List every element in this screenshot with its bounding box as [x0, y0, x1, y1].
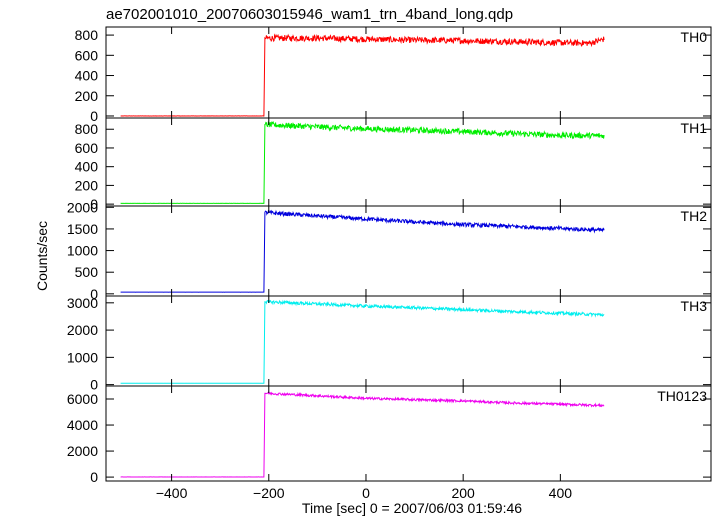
y-tick-label: 800 [75, 121, 99, 137]
y-tick-label: 1000 [67, 349, 98, 365]
y-tick-label: 1000 [67, 243, 98, 259]
y-tick-label: 0 [90, 196, 98, 212]
panel-label-th3: TH3 [681, 298, 708, 314]
series-line-th0123 [120, 391, 605, 478]
y-tick-label: 6000 [67, 391, 98, 407]
y-tick-label: 0 [90, 469, 98, 485]
y-tick-label: 3000 [67, 295, 98, 311]
panel-label-th0: TH0 [681, 29, 708, 45]
y-tick-label: 4000 [67, 417, 98, 433]
chart-title: ae702001010_20070603015946_wam1_trn_4ban… [106, 6, 513, 23]
y-tick-label: 2000 [67, 443, 98, 459]
y-tick-label: 1500 [67, 221, 98, 237]
x-tick-label: 400 [549, 485, 573, 501]
x-tick-label: 0 [362, 485, 370, 501]
y-tick-label: 0 [90, 286, 98, 302]
y-tick-label: 400 [75, 68, 99, 84]
y-tick-label: 200 [75, 177, 99, 193]
panel-label-th1: TH1 [681, 120, 708, 136]
y-tick-label: 500 [75, 264, 99, 280]
x-tick-label: −200 [253, 485, 285, 501]
panel-label-th0123: TH0123 [657, 388, 707, 404]
y-tick-label: 0 [90, 108, 98, 124]
y-tick-label: 400 [75, 159, 99, 175]
series-line-th2 [120, 209, 605, 293]
panel-frame-1 [105, 26, 712, 119]
panels-group: 0 200 400 600 800 TH0 0 200 400 600 800 TH1 0 500 1000… [67, 26, 712, 501]
y-tick-label: 600 [75, 140, 99, 156]
x-tick-label: 200 [451, 485, 475, 501]
x-tick-label: −400 [156, 485, 188, 501]
y-tick-label: 2000 [67, 322, 98, 338]
y-tick-label: 200 [75, 88, 99, 104]
x-axis-label: Time [sec] 0 = 2007/06/03 01:59:46 [302, 500, 522, 516]
panel-frame-5 [105, 385, 712, 482]
series-line-th3 [120, 299, 605, 384]
panel-frame-3 [105, 205, 712, 297]
panel-label-th2: TH2 [681, 208, 708, 224]
y-tick-label: 0 [90, 377, 98, 393]
y-tick-label: 800 [75, 27, 99, 43]
panel-frame-4 [105, 295, 712, 387]
y-axis-label: Counts/sec [34, 221, 50, 291]
y-tick-label: 600 [75, 47, 99, 63]
panel-frame-2 [105, 117, 712, 207]
series-line-th1 [120, 120, 605, 204]
y-tick-label: 2000 [67, 199, 98, 215]
series-line-th0 [120, 33, 605, 117]
